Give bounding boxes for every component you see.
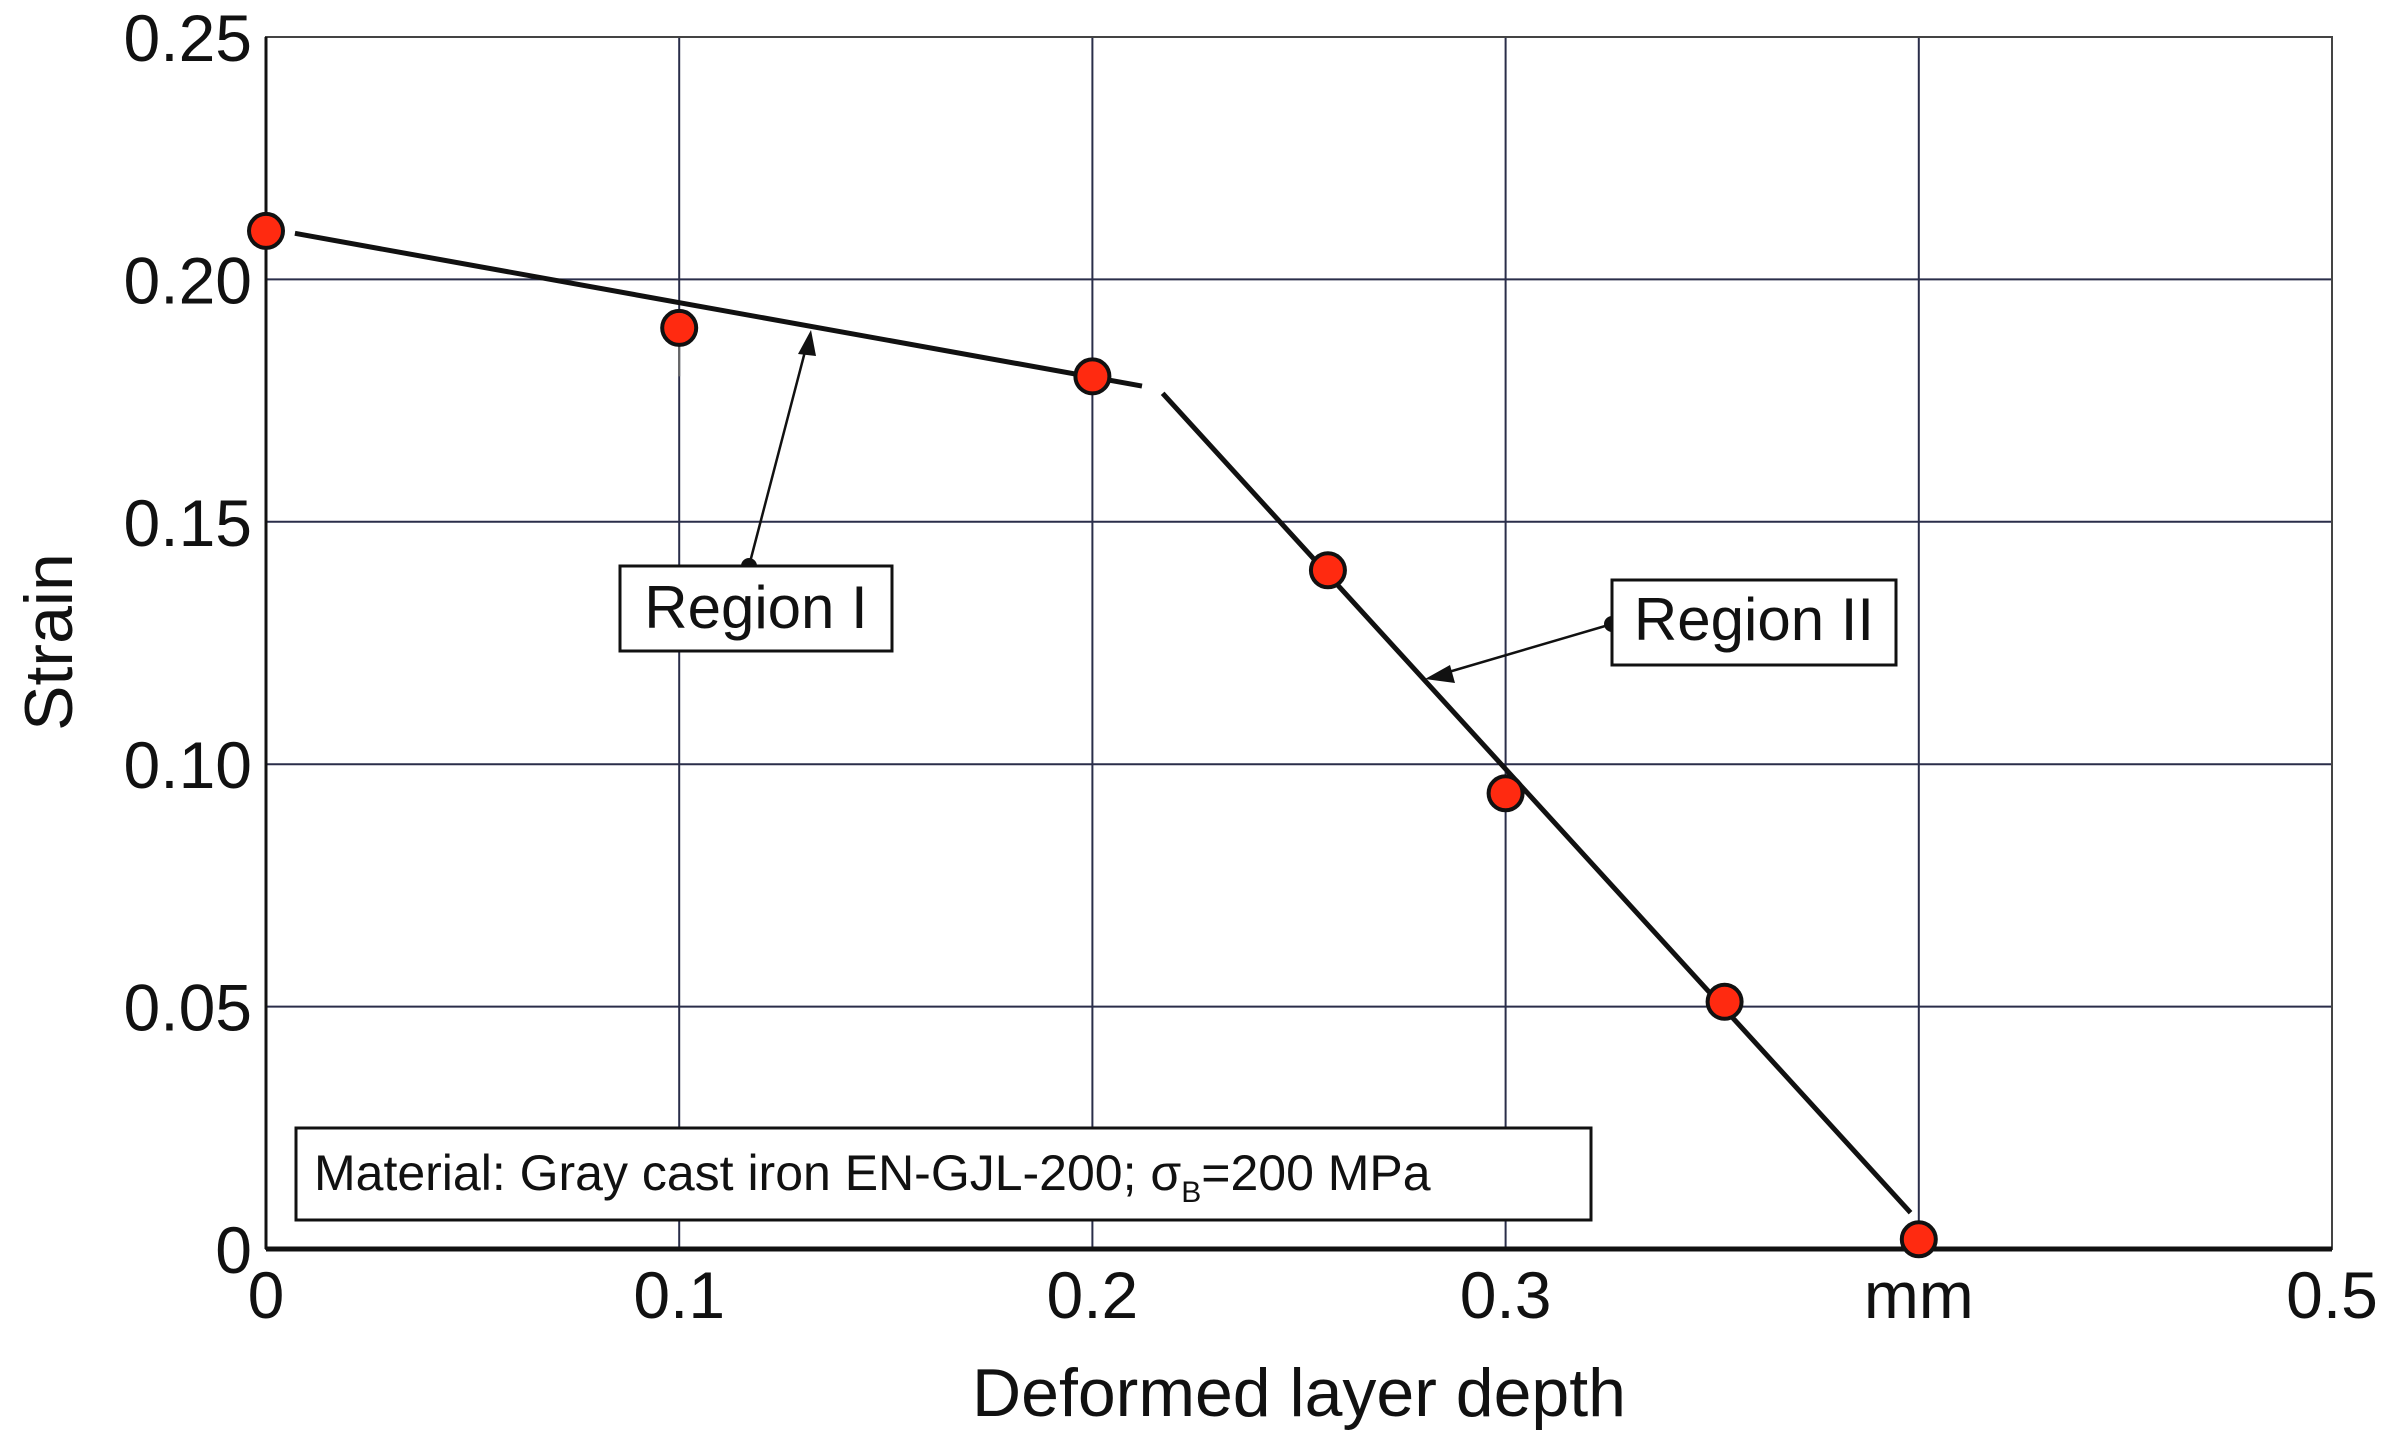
plot-frame	[265, 36, 2333, 1250]
region-1-label: Region I	[644, 574, 867, 641]
material-note: Material: Gray cast iron EN-GJL-200; σB=…	[294, 1126, 1593, 1222]
material-note-box	[294, 1126, 1593, 1222]
y-tick-label: 0.05	[124, 971, 252, 1045]
fit-lines	[294, 230, 1913, 1215]
data-points	[247, 211, 1938, 1259]
region-1-annotation: Region I	[618, 330, 894, 653]
x-tick-labels: 0 0.1 0.2 0.3 mm 0.5	[248, 1258, 2378, 1332]
y-tick-label: 0	[215, 1213, 252, 1287]
region-2-annotation: Region II	[1425, 578, 1898, 683]
data-point	[247, 211, 285, 250]
x-tick-label: 0.3	[1460, 1258, 1552, 1332]
x-tick-label: mm	[1864, 1258, 1974, 1332]
y-tick-label: 0.20	[124, 243, 252, 317]
x-tick-label: 0	[248, 1258, 285, 1332]
material-note-subscript: B	[1181, 1176, 1201, 1209]
data-point	[1073, 357, 1112, 396]
y-tick-labels: 0 0.05 0.10 0.15 0.20 0.25	[124, 1, 252, 1287]
region-2-label: Region II	[1634, 586, 1874, 653]
material-note-tail: =200 MPa	[1201, 1145, 1431, 1201]
region-2-arrow-head	[1425, 665, 1455, 683]
grid-lines	[266, 36, 2333, 1249]
material-note-text: Material: Gray cast iron EN-GJL-200; σB=…	[314, 1145, 1431, 1209]
region-1-arrow-shaft	[747, 339, 810, 567]
region-2-arrow-shaft	[1434, 622, 1613, 678]
x-tick-label: 0.2	[1047, 1258, 1139, 1332]
data-point	[1308, 551, 1347, 590]
x-axis-title: Deformed layer depth	[972, 1355, 1626, 1431]
data-point	[1705, 982, 1744, 1021]
y-tick-label: 0.10	[124, 728, 252, 802]
region-2-box	[1610, 578, 1898, 667]
material-note-main: Material: Gray cast iron EN-GJL-200; σ	[314, 1145, 1181, 1201]
data-point	[660, 308, 699, 347]
x-tick-label: 0.5	[2286, 1258, 2378, 1332]
y-axis-title: Strain	[11, 553, 87, 731]
data-point	[1486, 774, 1525, 813]
region-1-arrow-head	[798, 330, 816, 356]
data-point	[1899, 1220, 1938, 1259]
x-tick-label: 0.1	[633, 1258, 725, 1332]
fit-line-region-1	[294, 230, 1143, 389]
y-tick-label: 0.25	[124, 1, 252, 75]
fit-line-region-2	[1160, 391, 1913, 1215]
region-1-box	[618, 564, 894, 653]
y-tick-label: 0.15	[124, 486, 252, 560]
